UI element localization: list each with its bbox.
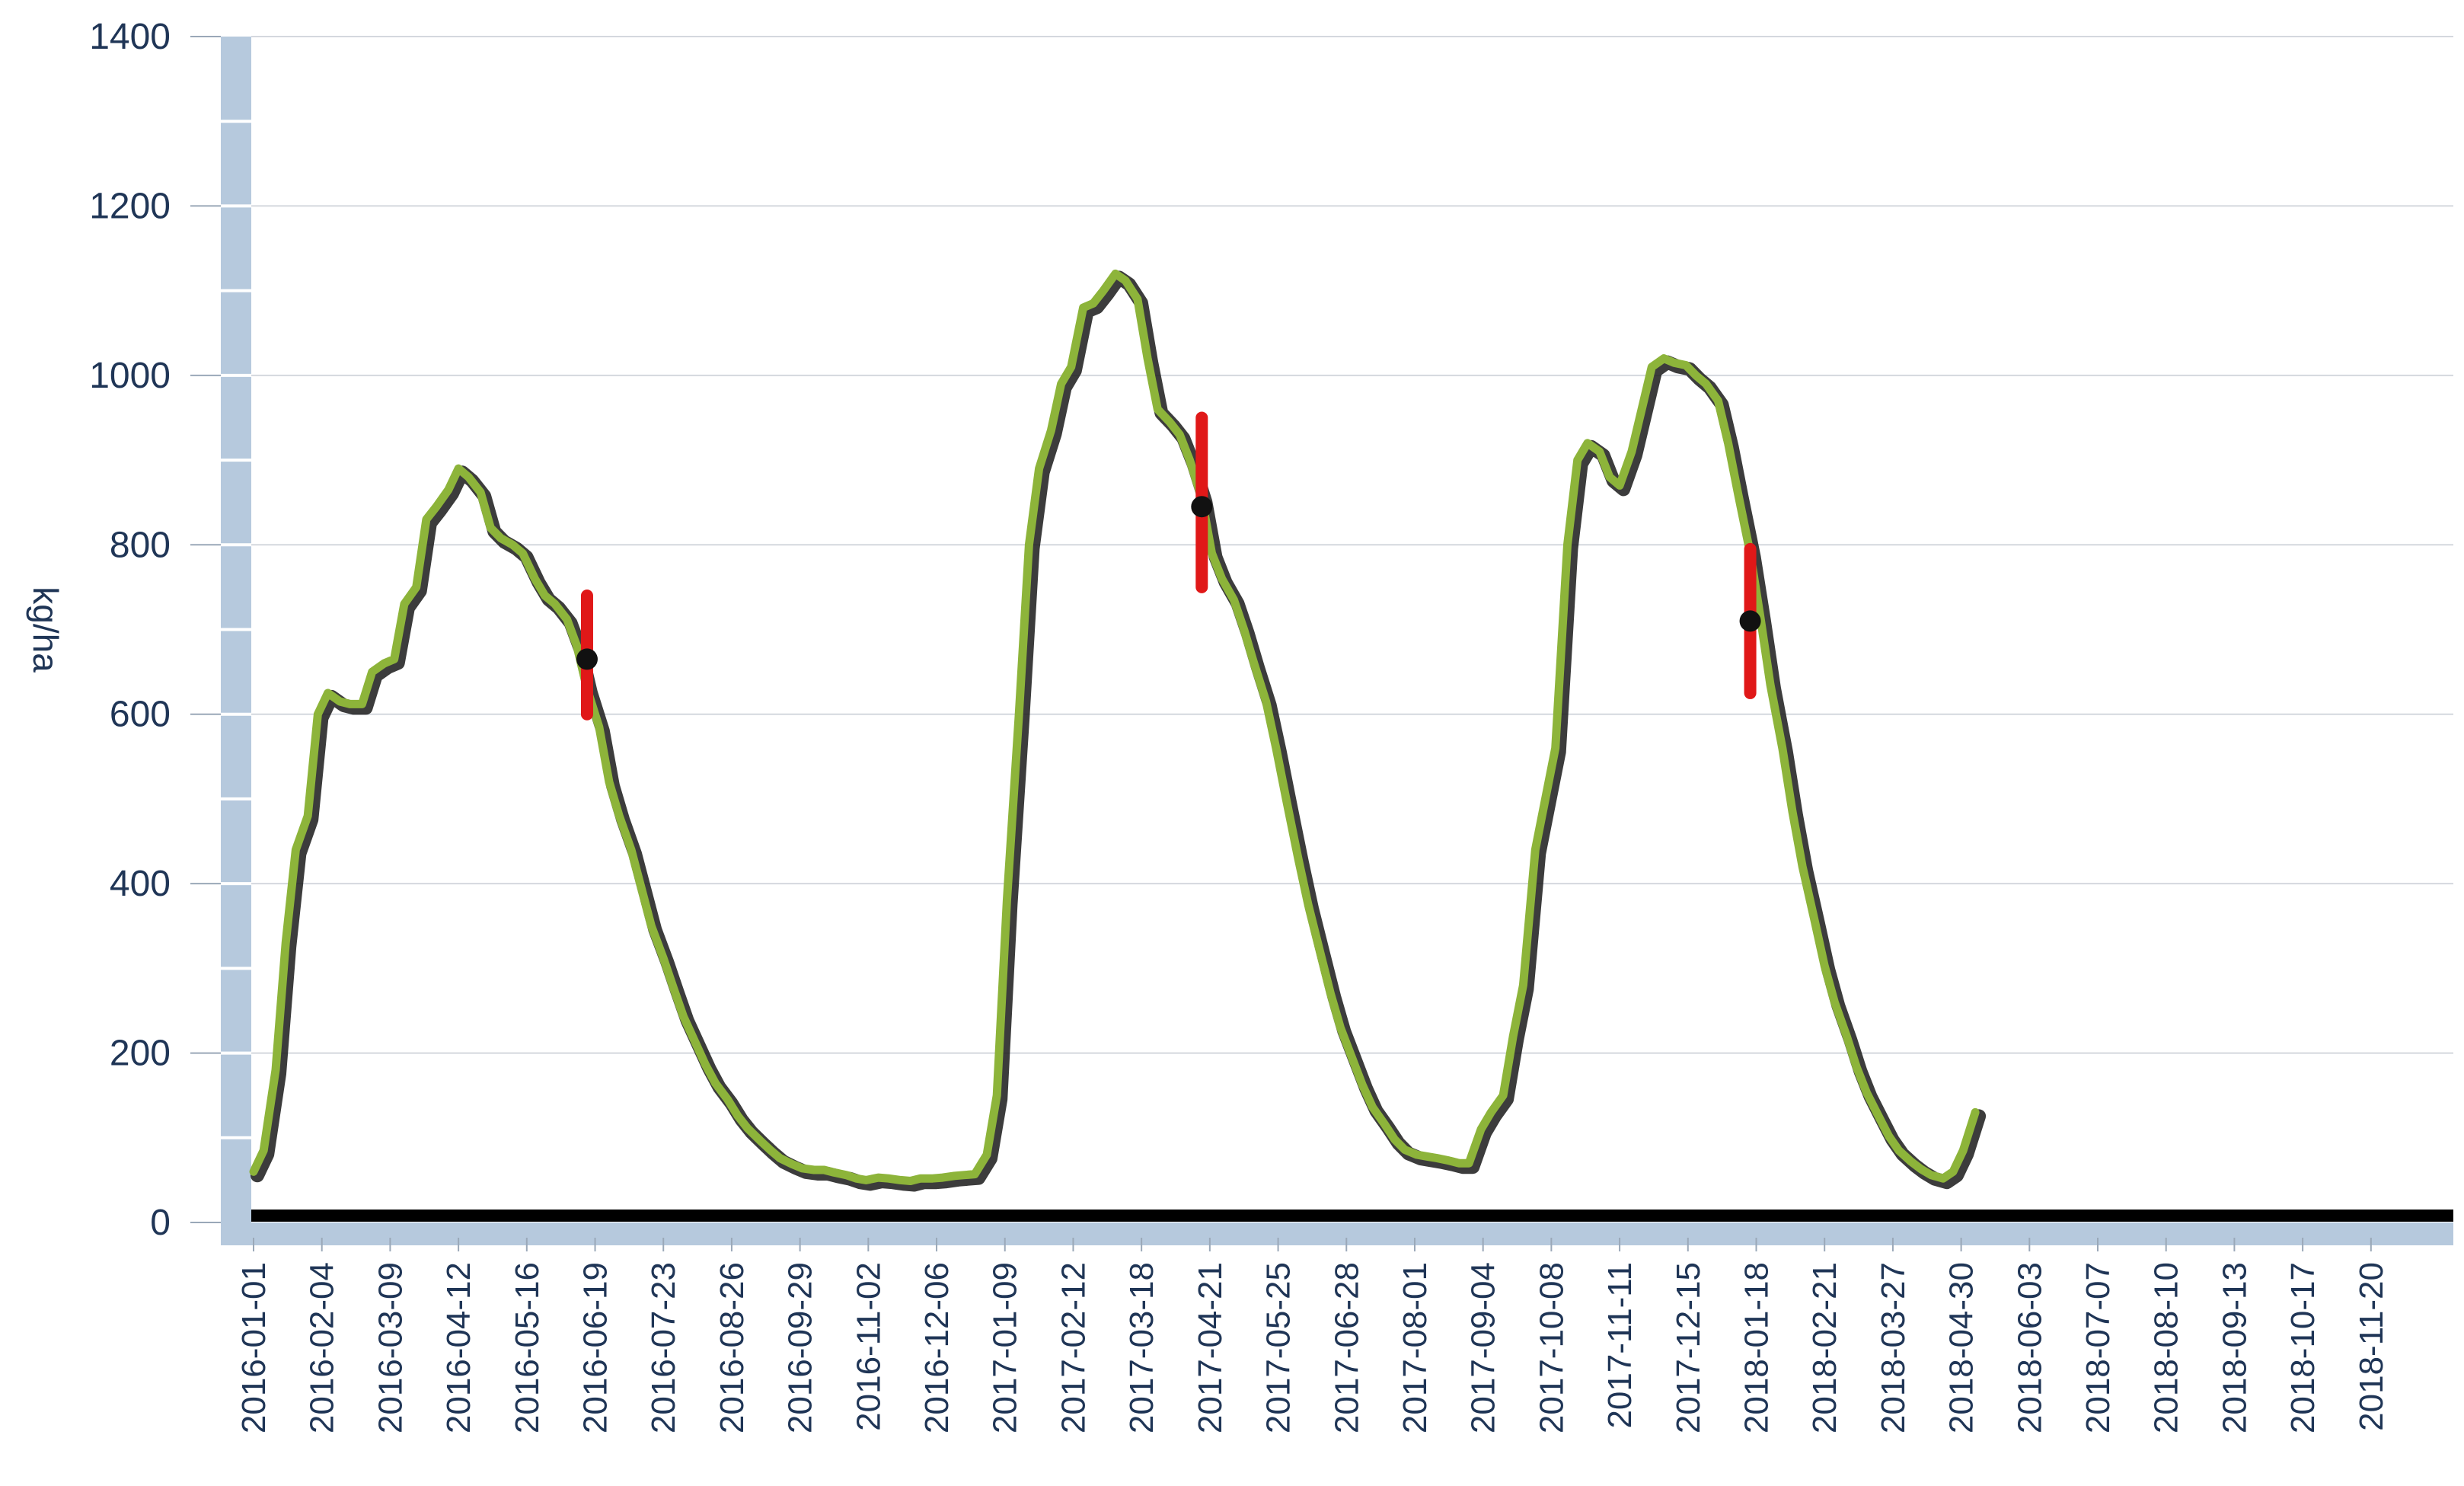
x-axis-ticks: 2016-01-01 2016-02-04 2016-03-09 2016-04-12… (235, 1238, 2390, 1433)
y-tick-label: 800 (110, 525, 171, 565)
x-tick-label: 2018-10-17 (2284, 1262, 2322, 1433)
x-tick-label: 2016-03-09 (372, 1262, 409, 1433)
y-tick-label: 1000 (89, 356, 171, 396)
error-bar-marker (576, 648, 598, 670)
x-tick-label: 2018-04-30 (1943, 1262, 1980, 1433)
series-line (249, 269, 1980, 1185)
x-tick-label: 2016-09-29 (782, 1262, 819, 1433)
x-tick-label: 2017-02-12 (1055, 1262, 1092, 1433)
y-tick-label: 1400 (89, 17, 171, 57)
axis-band-bottom (221, 1222, 2453, 1245)
grid-lines (251, 36, 2453, 1054)
x-tick-label: 2016-01-01 (235, 1262, 273, 1433)
x-tick-label: 2017-12-15 (1670, 1262, 1707, 1433)
x-tick-label: 2017-06-28 (1328, 1262, 1365, 1433)
x-tick-label: 2018-09-13 (2216, 1262, 2253, 1433)
x-tick-label: 2018-08-10 (2148, 1262, 2185, 1433)
x-tick-label: 2017-04-21 (1192, 1262, 1229, 1433)
x-tick-label: 2016-05-16 (509, 1262, 546, 1433)
x-tick-label: 2018-01-18 (1738, 1262, 1775, 1433)
y-tick-label: 200 (110, 1034, 171, 1074)
x-tick-label: 2016-02-04 (304, 1262, 341, 1433)
x-tick-label: 2016-06-19 (577, 1262, 614, 1433)
y-tick-label: 1200 (89, 186, 171, 226)
error-bar-marker (1191, 496, 1213, 518)
x-tick-label: 2018-11-20 (2353, 1262, 2390, 1431)
x-tick-label: 2018-06-03 (2011, 1262, 2048, 1433)
x-tick-label: 2017-01-09 (987, 1262, 1024, 1433)
x-tick-label: 2018-02-21 (1806, 1262, 1843, 1433)
x-tick-label: 2016-11-02 (850, 1262, 887, 1431)
x-tick-label: 2017-10-08 (1533, 1262, 1570, 1433)
y-axis-ticks: 0 200 400 600 800 1000 1200 1400 (89, 17, 221, 1243)
error-bars (576, 411, 1761, 721)
error-bar-marker (1739, 610, 1761, 632)
x-tick-label: 2017-03-18 (1123, 1262, 1160, 1433)
x-tick-label: 2017-11-11 (1601, 1262, 1639, 1429)
y-tick-label: 0 (150, 1203, 171, 1243)
y-axis-label: kg/ha (26, 586, 65, 673)
x-tick-label: 2017-05-25 (1260, 1262, 1297, 1433)
y-axis-band (221, 37, 2453, 1245)
x-tick-label: 2016-04-12 (440, 1262, 477, 1433)
y-tick-label: 600 (110, 695, 171, 735)
y-tick-label: 400 (110, 864, 171, 904)
x-tick-label: 2018-03-27 (1875, 1262, 1912, 1433)
x-tick-label: 2017-08-01 (1396, 1262, 1434, 1433)
x-tick-label: 2016-08-26 (713, 1262, 751, 1433)
axis-band (221, 37, 251, 1238)
x-tick-label: 2017-09-04 (1465, 1262, 1502, 1433)
x-tick-label: 2018-07-07 (2079, 1262, 2117, 1433)
x-tick-label: 2016-07-23 (645, 1262, 682, 1433)
series-line-group (249, 269, 1987, 1192)
x-tick-label: 2016-12-06 (918, 1262, 956, 1433)
